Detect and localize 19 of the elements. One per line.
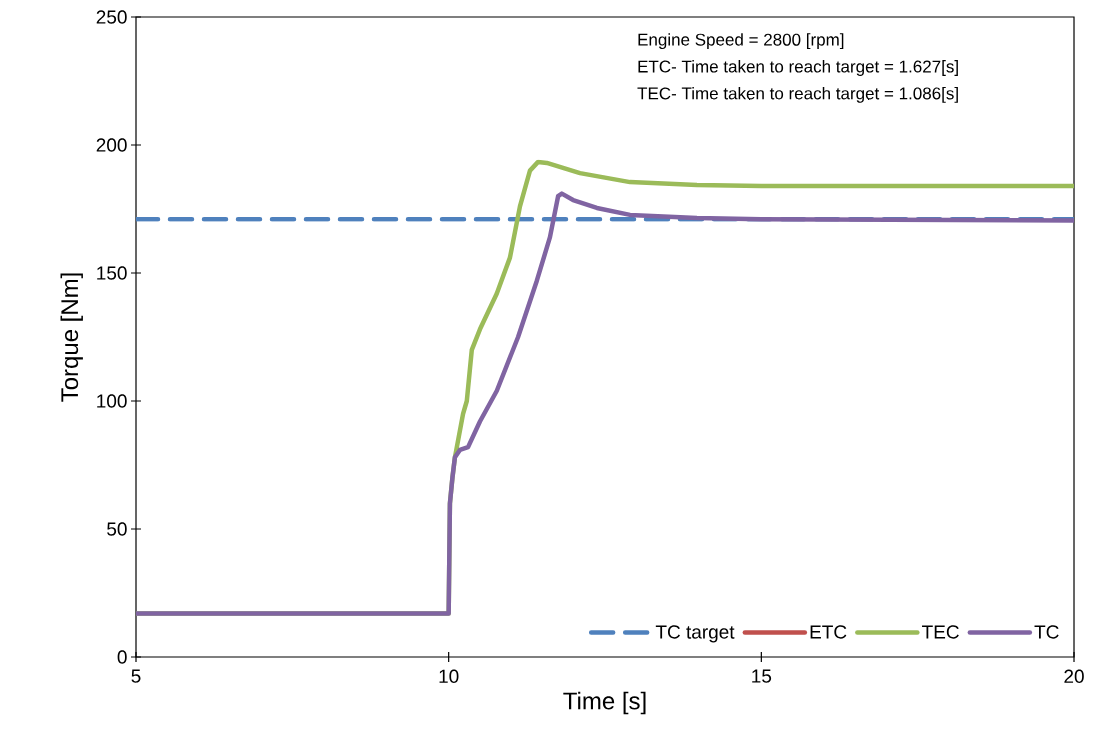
x-tick-label: 20 [1064,669,1084,683]
y-tick-label: 100 [97,394,127,408]
annotation: Engine Speed = 2800 [rpm] [638,33,844,50]
y-tick-label: 150 [97,266,127,280]
legend-label: TC target [655,625,735,643]
y-tick-label: 50 [107,522,127,536]
legend-label: ETC [810,625,847,639]
legend-label: TEC [922,625,959,639]
y-tick-label: 0 [117,650,127,664]
x-tick-label: 15 [752,669,772,683]
annotation: ETC- Time taken to reach target = 1.627[s] [638,60,958,76]
legend-label: TC [1034,625,1059,639]
y-tick-label: 250 [96,10,127,24]
y-axis-title: Torque [Nm] [60,273,83,402]
x-tick-label: 10 [439,669,459,683]
x-axis-title: Time [s] [563,691,646,715]
x-tick-label: 5 [131,669,141,683]
y-tick-label: 200 [96,138,127,152]
annotation: TEC- Time taken to reach target = 1.086[s] [637,86,958,103]
